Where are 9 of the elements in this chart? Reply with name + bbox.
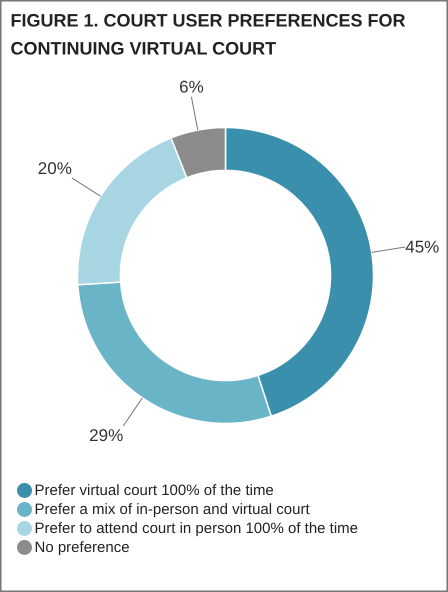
data-label: 29% bbox=[89, 426, 124, 446]
data-label: 20% bbox=[38, 158, 72, 178]
legend-label: Prefer virtual court 100% of the time bbox=[34, 482, 274, 499]
data-label: 6% bbox=[179, 78, 204, 97]
legend-label: No preference bbox=[34, 539, 130, 556]
legend-label: Prefer to attend court in person 100% of the time bbox=[34, 520, 358, 537]
chart-title: FIGURE 1. COURT USER PREFERENCES FOR CONTINUING VIRTUAL COURT bbox=[10, 10, 406, 58]
legend-label: Prefer a mix of in-person and virtual court bbox=[34, 501, 310, 518]
data-label: 45% bbox=[405, 238, 440, 257]
